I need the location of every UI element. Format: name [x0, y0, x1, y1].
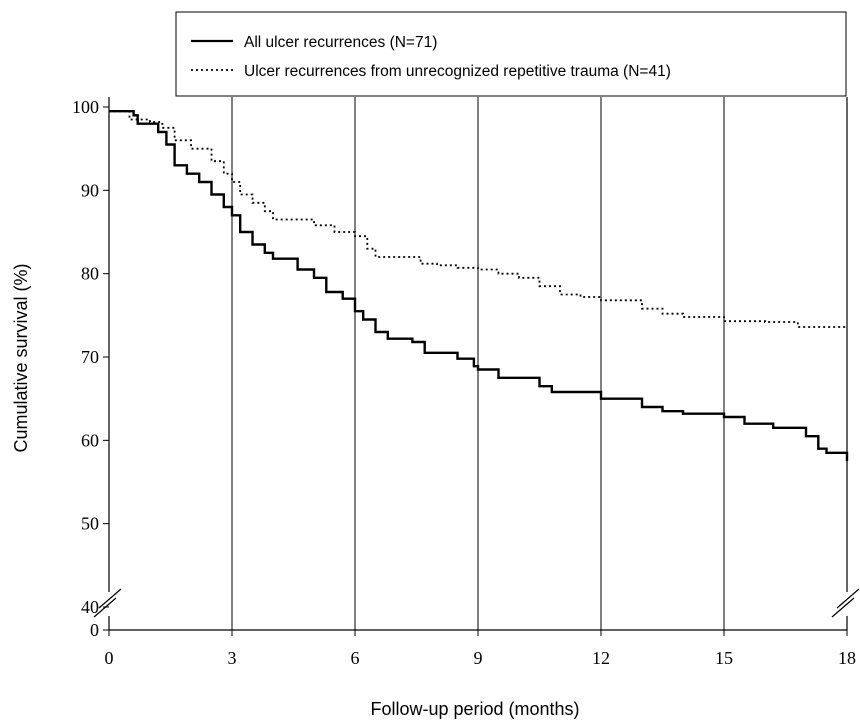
legend: All ulcer recurrences (N=71) Ulcer recur… — [175, 11, 847, 97]
series-all-ulcer-recurrences — [109, 109, 849, 462]
legend-label-repetitive-trauma: Ulcer recurrences from unrecognized repe… — [244, 63, 671, 80]
y-tick-label-50: 50 — [81, 514, 99, 534]
x-tick-label-12: 12 — [592, 648, 610, 668]
gridlines — [231, 97, 725, 630]
axes — [93, 97, 860, 631]
y-axis-break-mark-1 — [98, 588, 122, 609]
y-tick-label-origin: 0 — [90, 620, 99, 640]
right-break-mark-2 — [831, 597, 855, 618]
series-layer — [109, 109, 849, 462]
y-tick-label-60: 60 — [81, 430, 99, 450]
ticks: 40 50 60 70 80 90 100 00 3 6 9 12 15 18 — [72, 97, 856, 668]
x-tick-label-9: 9 — [474, 648, 483, 668]
x-tick-label-0: 0 — [105, 648, 114, 668]
y-tick-label-40: 40 — [81, 597, 99, 617]
y-tick-label-70: 70 — [81, 347, 99, 367]
y-tick-label-80: 80 — [81, 264, 99, 284]
x-tick-label-15: 15 — [715, 648, 733, 668]
x-tick-label-3: 3 — [228, 648, 237, 668]
y-axis-title: Cumulative survival (%) — [11, 263, 31, 452]
legend-box — [175, 11, 847, 97]
x-tick-label-6: 6 — [351, 648, 360, 668]
right-break-mark-1 — [836, 588, 860, 609]
x-tick-label-18: 18 — [838, 648, 856, 668]
y-tick-label-90: 90 — [81, 180, 99, 200]
legend-label-all-recurrences: All ulcer recurrences (N=71) — [244, 34, 437, 51]
x-axis-title: Follow-up period (months) — [370, 699, 579, 719]
y-tick-label-100: 100 — [72, 97, 99, 117]
